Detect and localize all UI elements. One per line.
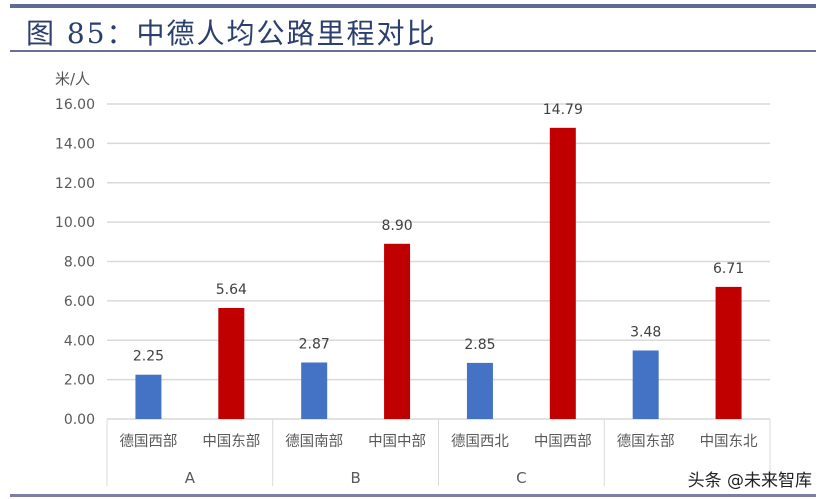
- data-label: 5.64: [216, 282, 247, 298]
- bar-germany: [135, 374, 162, 419]
- category-label: 德国南部: [285, 433, 343, 450]
- category-label: 德国西北: [451, 433, 509, 450]
- watermark: 头条 @未来智库: [687, 471, 812, 491]
- data-label: 6.71: [713, 261, 744, 277]
- bar-china: [384, 243, 411, 419]
- category-label: 中国中部: [368, 433, 426, 450]
- y-tick-label: 8.00: [64, 255, 95, 271]
- y-tick-label: 10.00: [55, 215, 95, 231]
- category-label: 德国东部: [617, 433, 675, 450]
- data-label: 2.25: [133, 349, 164, 365]
- category-label: 德国西部: [119, 433, 177, 450]
- bottom-rule: [10, 494, 816, 497]
- data-label: 2.87: [299, 336, 330, 352]
- bar-china: [715, 286, 742, 419]
- y-axis-label: 米/人: [55, 70, 90, 88]
- title-rule: [10, 50, 816, 52]
- bar-germany: [466, 362, 493, 419]
- bar-germany: [632, 350, 659, 419]
- group-label: C: [516, 469, 526, 487]
- y-tick-label: 16.00: [55, 97, 95, 113]
- data-label: 8.90: [381, 218, 412, 234]
- figure-title: 图 85：中德人均公路里程对比: [26, 17, 437, 50]
- category-label: 中国东北: [700, 433, 758, 450]
- y-tick-label: 0.00: [64, 412, 95, 428]
- data-label: 14.79: [543, 102, 583, 118]
- category-label: 中国东部: [202, 433, 260, 450]
- group-label: A: [185, 469, 196, 487]
- data-label: 2.85: [464, 337, 495, 353]
- y-tick-label: 14.00: [55, 136, 95, 152]
- y-tick-label: 4.00: [64, 333, 95, 349]
- y-tick-label: 2.00: [64, 373, 95, 389]
- y-tick-label: 12.00: [55, 176, 95, 192]
- category-label: 中国西部: [534, 433, 592, 450]
- bar-china: [549, 127, 576, 420]
- top-rule: [10, 4, 816, 8]
- bar-germany: [301, 362, 328, 419]
- y-tick-label: 6.00: [64, 294, 95, 310]
- bar-china: [218, 307, 245, 419]
- data-label: 3.48: [630, 324, 661, 340]
- group-label: B: [350, 469, 360, 487]
